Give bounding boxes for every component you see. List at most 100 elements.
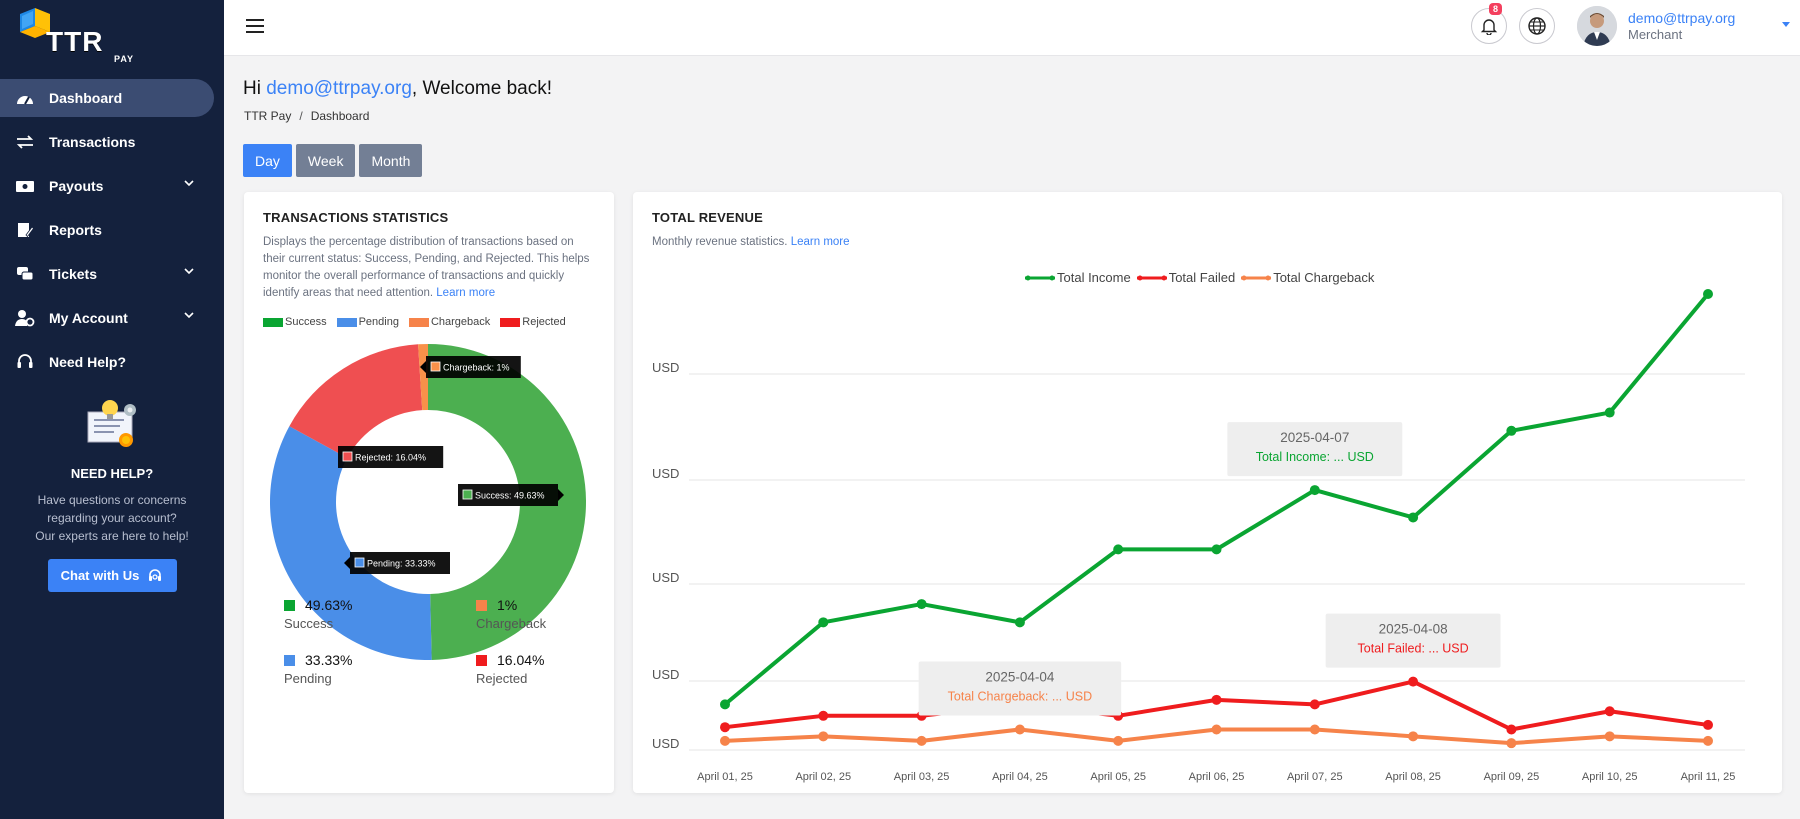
donut-slice-rejected[interactable] — [289, 344, 423, 458]
legend-item-total-chargeback[interactable]: Total Chargeback — [1239, 270, 1374, 285]
report-edit-icon — [14, 220, 36, 240]
legend-item-rejected[interactable]: Rejected — [500, 316, 566, 328]
legend-label: Rejected — [522, 316, 566, 328]
globe-icon — [1528, 17, 1546, 35]
donut-slice-success[interactable] — [428, 344, 586, 660]
stat-value: 1% — [497, 597, 518, 613]
legend-label: Total Chargeback — [1273, 270, 1375, 285]
sidebar-item-dashboard[interactable]: Dashboard — [0, 79, 214, 117]
notifications-button[interactable]: 8 — [1471, 3, 1507, 44]
money-bill-icon — [14, 176, 36, 196]
welcome-suffix: , Welcome back! — [411, 78, 552, 99]
data-point[interactable] — [1506, 425, 1517, 436]
y-tick-label: USD — [652, 466, 679, 481]
period-day-button[interactable]: Day — [243, 144, 292, 177]
data-point[interactable] — [1014, 617, 1025, 628]
x-tick-label: April 05, 25 — [1090, 771, 1146, 783]
chat-with-us-button[interactable]: Chat with Us — [47, 559, 177, 592]
chart-annotation: 2025-04-08 Total Failed: ... USD — [1325, 613, 1501, 668]
legend-item-chargeback[interactable]: Chargeback — [408, 316, 490, 328]
data-point[interactable] — [1211, 724, 1222, 735]
language-button[interactable] — [1519, 8, 1555, 44]
logo[interactable]: TTR PAY — [16, 4, 136, 64]
welcome-email[interactable]: demo@ttrpay.org — [266, 78, 412, 99]
data-point[interactable] — [720, 699, 730, 710]
sidebar-item-need-help[interactable]: Need Help? — [0, 343, 224, 381]
legend-item-pending[interactable]: Pending — [336, 316, 399, 328]
period-month-button[interactable]: Month — [359, 144, 423, 177]
legend-label: Pending — [358, 316, 399, 328]
x-tick-label: April 04, 25 — [992, 771, 1048, 783]
tooltip-text: Chargeback: 1% — [443, 363, 510, 373]
chevron-down-icon — [184, 180, 194, 187]
x-tick-label: April 01, 25 — [697, 771, 753, 783]
stat-value: 33.33% — [305, 652, 353, 668]
data-point[interactable] — [1113, 544, 1124, 555]
user-email[interactable]: demo@ttrpay.org — [1628, 10, 1736, 26]
data-point[interactable] — [1309, 699, 1320, 710]
data-point[interactable] — [1408, 512, 1419, 523]
data-point[interactable] — [1309, 724, 1320, 735]
annotation-date: 2025-04-08 — [1379, 622, 1448, 637]
learn-more-link[interactable]: Learn more — [790, 236, 850, 248]
period-week-button[interactable]: Week — [295, 144, 356, 177]
sidebar-item-transactions[interactable]: Transactions — [0, 123, 224, 161]
need-help-line: Our experts are here to help! — [35, 529, 189, 543]
data-point[interactable] — [1604, 706, 1615, 717]
data-point[interactable] — [1703, 719, 1713, 730]
period-toggle: Day Week Month — [243, 144, 423, 177]
data-point[interactable] — [1211, 694, 1222, 705]
data-point[interactable] — [916, 735, 927, 746]
breadcrumb-home[interactable]: TTR Pay — [244, 109, 292, 123]
caret-down-icon[interactable] — [1782, 22, 1790, 28]
headset-icon — [149, 568, 162, 581]
legend-item-total-income[interactable]: Total Income — [1023, 270, 1131, 285]
annotation-text: Total Chargeback: ... USD — [948, 689, 1093, 703]
learn-more-link[interactable]: Learn more — [436, 287, 496, 299]
data-point[interactable] — [916, 599, 927, 610]
breadcrumb: TTR Pay / Dashboard — [244, 109, 370, 123]
data-point[interactable] — [1211, 544, 1222, 555]
data-point[interactable] — [720, 722, 730, 733]
legend-item-success[interactable]: Success — [263, 316, 327, 328]
series-line-total-failed — [724, 679, 1709, 732]
data-point[interactable] — [1604, 731, 1615, 742]
tooltip-text: Pending: 33.33% — [367, 559, 436, 569]
legend-item-total-failed[interactable]: Total Failed — [1135, 270, 1235, 285]
tooltip-text: Rejected: 16.04% — [355, 453, 426, 463]
annotation-text: Total Income: ... USD — [1256, 450, 1374, 464]
sidebar-item-payouts[interactable]: Payouts — [0, 167, 224, 205]
sidebar-item-tickets[interactable]: Tickets — [0, 255, 224, 293]
donut-chart: Chargeback: 1% Rejected: 16.04% Success: 4… — [270, 344, 586, 660]
data-point[interactable] — [720, 735, 730, 746]
transactions-statistics-card: TRANSACTIONS STATISTICS Displays the per… — [244, 192, 614, 793]
legend-line-marker — [1241, 275, 1272, 280]
avatar[interactable] — [1577, 6, 1617, 46]
donut-slice-pending[interactable] — [270, 426, 432, 660]
hamburger-menu-icon[interactable] — [246, 19, 264, 34]
bell-icon — [1480, 19, 1498, 35]
stat-value: 49.63% — [305, 597, 353, 613]
data-point[interactable] — [1408, 731, 1419, 742]
data-point[interactable] — [1506, 738, 1517, 749]
donut-slice-chargeback[interactable] — [418, 344, 428, 411]
data-point[interactable] — [1604, 407, 1615, 418]
breadcrumb-current: Dashboard — [310, 109, 370, 123]
data-point[interactable] — [1014, 724, 1025, 735]
data-point[interactable] — [818, 617, 829, 628]
sidebar-item-reports[interactable]: Reports — [0, 211, 224, 249]
donut-tooltip-pending: Pending: 33.33% — [344, 552, 450, 574]
sidebar-item-label: Payouts — [49, 178, 104, 194]
data-point[interactable] — [1703, 735, 1713, 746]
data-point[interactable] — [818, 731, 829, 742]
data-point[interactable] — [1408, 676, 1419, 687]
sidebar-item-my-account[interactable]: My Account — [0, 299, 224, 337]
certificate-bulb-icon — [87, 400, 136, 447]
x-tick-label: April 07, 25 — [1287, 771, 1343, 783]
data-point[interactable] — [818, 710, 829, 721]
data-point[interactable] — [1113, 735, 1124, 746]
chevron-down-icon — [184, 312, 194, 319]
data-point[interactable] — [1703, 289, 1713, 299]
data-point[interactable] — [1506, 724, 1517, 735]
data-point[interactable] — [1309, 485, 1320, 496]
